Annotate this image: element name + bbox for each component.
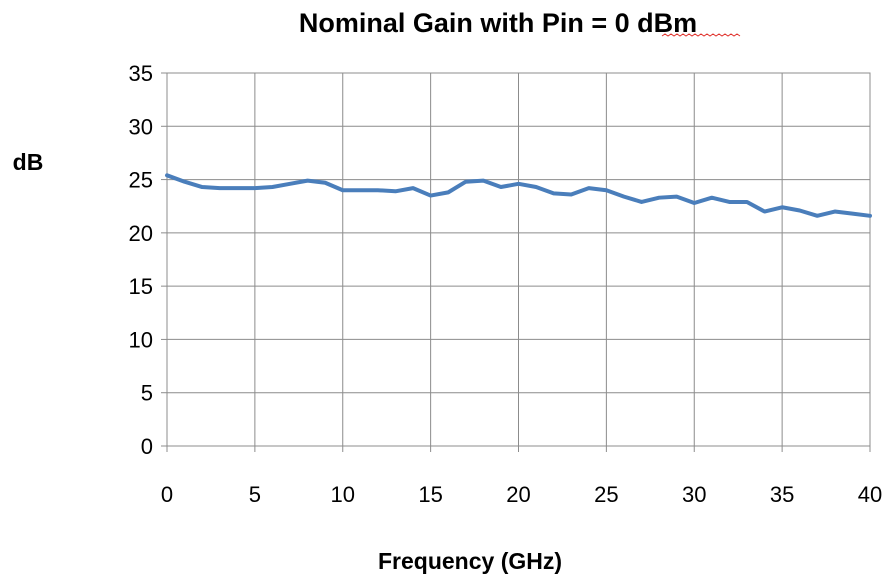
x-tick-label: 30	[682, 482, 706, 507]
y-tick-label: 15	[129, 274, 153, 299]
y-axis-label: dB	[13, 149, 44, 175]
x-tick-label: 35	[770, 482, 794, 507]
x-tick-label: 5	[249, 482, 261, 507]
y-tick-label: 0	[141, 434, 153, 459]
y-tick-label: 5	[141, 381, 153, 406]
y-tick-label: 30	[129, 114, 153, 139]
x-tick-label: 25	[594, 482, 618, 507]
x-tick-label: 10	[331, 482, 355, 507]
series-line	[165, 173, 872, 218]
x-tick-label: 40	[858, 482, 882, 507]
x-tick-label: 15	[418, 482, 442, 507]
x-tick-label: 0	[161, 482, 173, 507]
x-tick-label: 20	[506, 482, 530, 507]
x-axis-label: Frequency (GHz)	[378, 548, 562, 574]
chart-title: Nominal Gain with Pin = 0 dBm	[299, 8, 697, 38]
gridlines	[166, 72, 871, 447]
series-layer	[165, 173, 872, 218]
axis-ticks: 0 5 10 15 20 25 30 35 0 5 10 15 20 25 30 35 40	[129, 61, 883, 507]
y-tick-label: 35	[129, 61, 153, 86]
y-tick-label: 20	[129, 221, 153, 246]
y-tick-label: 25	[129, 168, 153, 193]
y-tick-label: 10	[129, 327, 153, 352]
spellcheck-underline	[661, 33, 741, 37]
